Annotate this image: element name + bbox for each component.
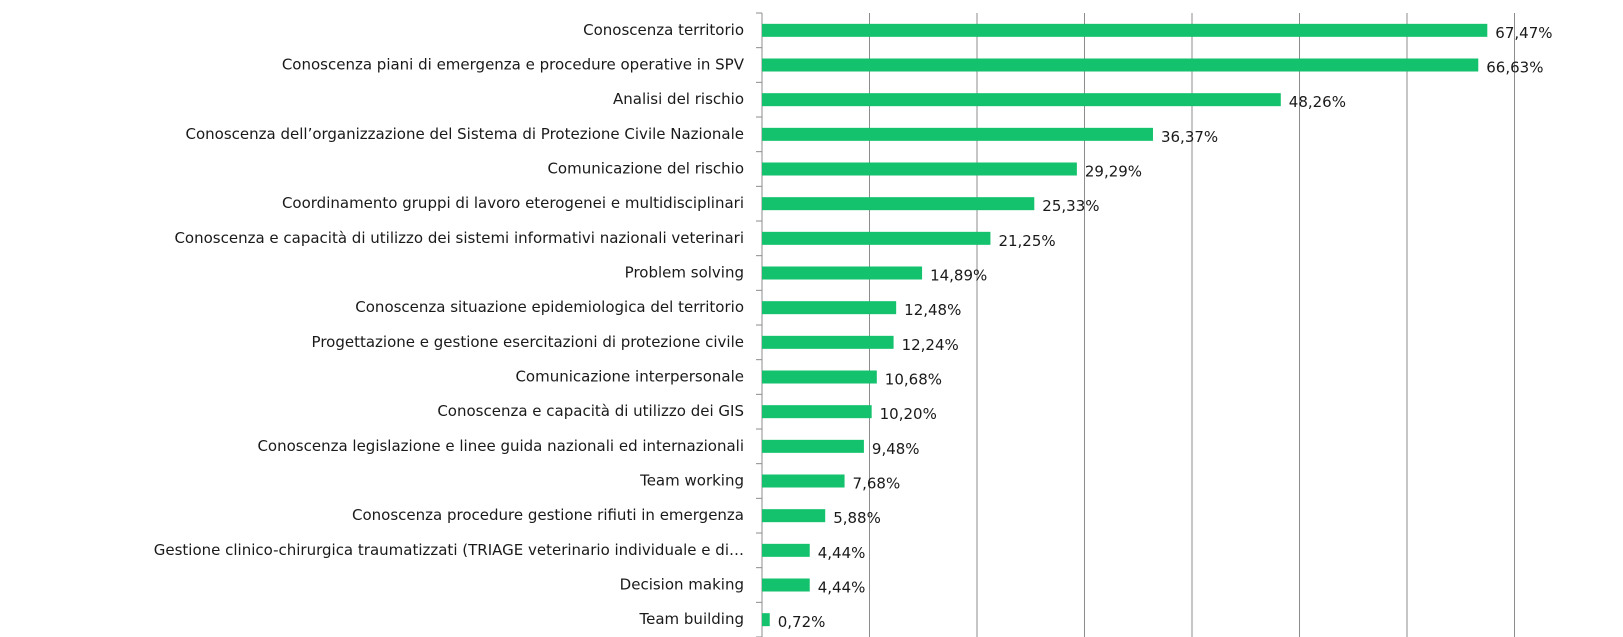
value-label: 4,44% [818,544,866,562]
bar [762,266,923,280]
bar [762,231,991,245]
value-label: 48,26% [1289,93,1346,111]
category-label: Conoscenza situazione epidemiologica del… [355,298,744,316]
category-label: Gestione clinico-chirurgica traumatizzat… [154,541,744,559]
category-label: Conoscenza dell’organizzazione del Siste… [186,125,744,143]
category-label: Team working [639,472,744,490]
bar [762,58,1479,72]
value-label: 0,72% [778,613,826,631]
bar [762,301,897,315]
category-label: Coordinamento gruppi di lavoro eterogene… [282,194,744,212]
value-label: 29,29% [1085,163,1142,181]
value-label: 25,33% [1042,197,1099,215]
value-label: 66,63% [1486,59,1543,77]
category-label: Analisi del rischio [613,90,744,108]
value-label: 10,68% [885,371,942,389]
category-label: Conoscenza e capacità di utilizzo dei si… [174,229,744,247]
value-label: 10,20% [880,405,937,423]
category-label: Comunicazione interpersonale [515,368,744,386]
bar [762,543,810,557]
value-label: 21,25% [998,232,1055,250]
category-label: Team building [639,610,745,628]
value-label: 9,48% [872,440,920,458]
bar [762,613,770,627]
category-label: Comunicazione del rischio [547,160,744,178]
value-label: 36,37% [1161,128,1218,146]
category-label: Conoscenza procedure gestione rifiuti in… [352,506,744,524]
bar [762,162,1077,176]
bar [762,335,894,349]
value-label: 4,44% [818,579,866,597]
category-label: Decision making [620,576,744,594]
category-label: Conoscenza piani di emergenza e procedur… [282,56,745,74]
value-label: 12,48% [904,301,961,319]
value-label: 67,47% [1495,24,1552,42]
category-label: Conoscenza territorio [583,21,744,39]
bar [762,93,1281,107]
category-label: Problem solving [625,264,744,282]
bar [762,439,864,453]
category-label: Progettazione e gestione esercitazioni d… [312,333,744,351]
bar [762,405,872,419]
bar [762,370,877,384]
bar [762,127,1153,141]
bar [762,578,810,592]
value-label: 7,68% [853,475,901,493]
bar [762,197,1035,211]
category-label: Conoscenza e capacità di utilizzo dei GI… [437,402,744,420]
value-label: 5,88% [833,509,881,527]
bar [762,474,845,488]
bar [762,509,826,523]
category-label: Conoscenza legislazione e linee guida na… [257,437,744,455]
value-label: 12,24% [902,336,959,354]
value-label: 14,89% [930,267,987,285]
bar [762,23,1488,37]
